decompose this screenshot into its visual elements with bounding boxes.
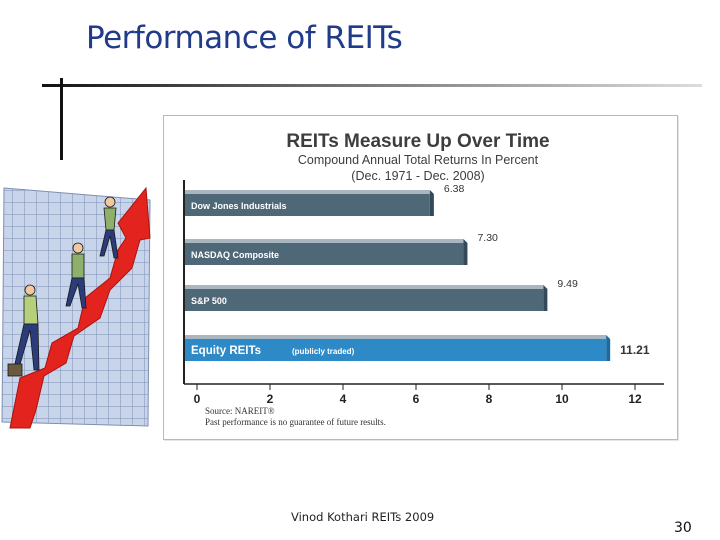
bar-side-edge [429, 190, 434, 216]
bar [185, 289, 544, 311]
reit-returns-chart: REITs Measure Up Over Time Compound Annu… [183, 131, 664, 427]
bar-top-edge [185, 190, 430, 194]
x-tick-label: 4 [340, 392, 347, 406]
business-people-climbing-arrow-icon [1, 186, 151, 429]
chart-panel: REITs Measure Up Over Time Compound Annu… [163, 115, 678, 440]
bar [185, 243, 464, 265]
bar-side-edge [606, 335, 611, 361]
title-underline [42, 84, 702, 87]
bar-category-label: S&P 500 [191, 296, 227, 306]
bar-top-edge [185, 239, 464, 243]
x-tick-label: 12 [628, 392, 642, 406]
chart-title: REITs Measure Up Over Time [286, 131, 549, 152]
slide-title: Performance of REITs [86, 20, 403, 56]
bar-group: NASDAQ Composite 7.30 [185, 232, 498, 265]
bar [185, 194, 430, 216]
x-tick-label: 2 [267, 392, 274, 406]
bar [185, 339, 607, 361]
bar-category-label: NASDAQ Composite [191, 250, 279, 260]
bar-value-label: 6.38 [444, 183, 465, 195]
chart-subtitle-line1: Compound Annual Total Returns In Percent [298, 153, 539, 167]
x-tick-label: 8 [486, 392, 493, 406]
chart-subtitle-line2: (Dec. 1971 - Dec. 2008) [351, 169, 484, 183]
footer-text: Vinod Kothari REITs 2009 [291, 510, 435, 524]
bar-top-edge [185, 335, 607, 339]
title-accent-bar [60, 78, 63, 160]
x-tick-label: 10 [555, 392, 569, 406]
source-line2: Past performance is no guarantee of futu… [205, 417, 386, 427]
x-tick-label: 6 [413, 392, 420, 406]
bar-side-edge [463, 239, 468, 265]
bar-category-label: Dow Jones Industrials [191, 201, 287, 211]
bar-value-label: 7.30 [477, 232, 498, 244]
bar-value-label: 9.49 [557, 278, 578, 290]
page-number: 30 [674, 520, 692, 536]
bar-category-note: (publicly traded) [292, 347, 355, 356]
bar-value-label: 11.21 [620, 343, 650, 357]
source-line1: Source: NAREIT® [205, 406, 275, 416]
bar-group: Equity REITs (publicly traded) 11.21 [185, 335, 650, 361]
bar-category-label: Equity REITs [191, 345, 261, 357]
bar-side-edge [543, 285, 548, 311]
bar-group: Dow Jones Industrials 6.38 [185, 183, 464, 216]
x-tick-label: 0 [194, 392, 201, 406]
bar-group: S&P 500 9.49 [185, 278, 578, 311]
bar-top-edge [185, 285, 544, 289]
